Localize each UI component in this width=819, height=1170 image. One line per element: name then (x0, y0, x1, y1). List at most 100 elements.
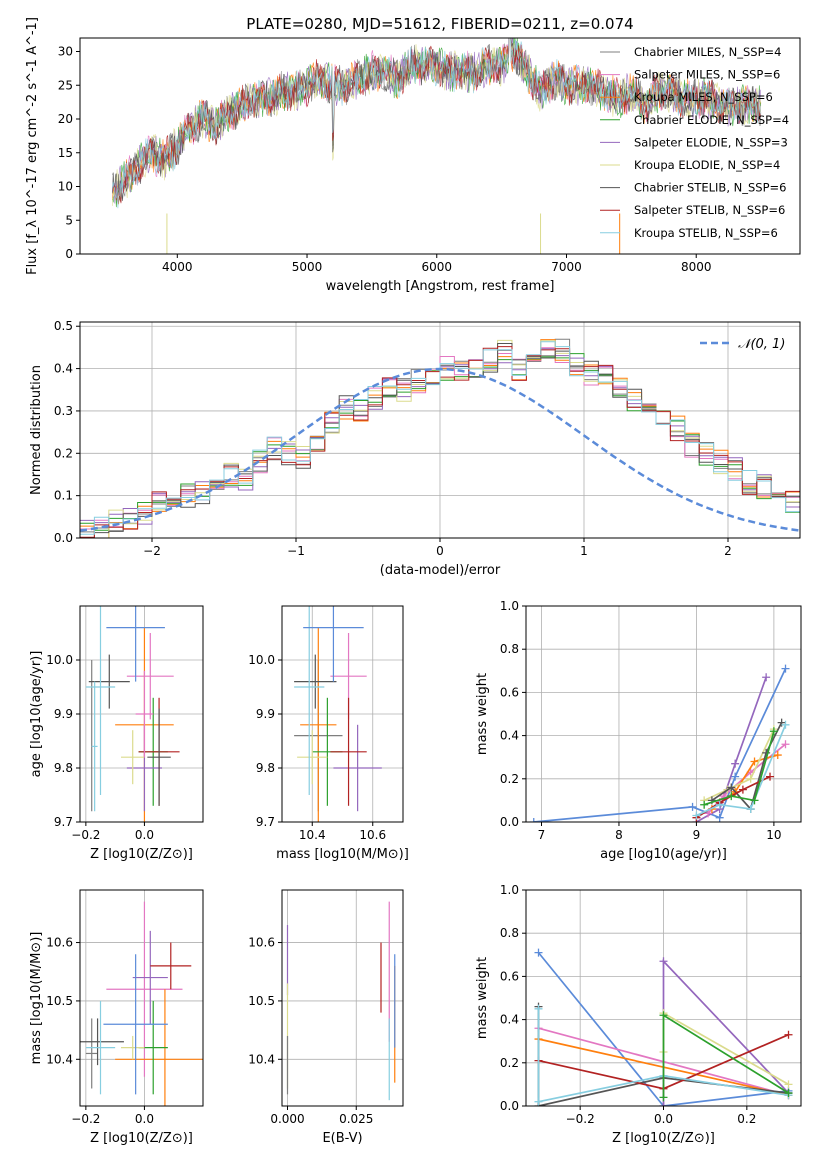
weight-marker (781, 740, 790, 749)
y-tick-label: 0.8 (500, 926, 519, 940)
y-tick-label: 0.6 (500, 969, 519, 983)
x-tick-label: 1 (580, 544, 588, 558)
x-tick-label: −0.2 (71, 828, 100, 842)
weight-marker (715, 813, 724, 822)
weight-marker (781, 720, 790, 729)
weight-marker (534, 1004, 543, 1013)
y-tick-label: 0.4 (54, 362, 73, 376)
axes-frame (79, 37, 801, 255)
spectrum-line (112, 38, 762, 208)
y-tick-label: 0.2 (54, 446, 73, 460)
y-tick-label: 9.9 (54, 707, 73, 721)
plot-area-z-mass (80, 901, 203, 1106)
weight-marker (746, 805, 755, 814)
legend-label: Chabrier MILES, N_SSP=4 (634, 45, 781, 59)
legend-label: Kroupa MILES, N_SSP=6 (634, 90, 773, 104)
legend-label: Salpeter STELIB, N_SSP=6 (634, 203, 785, 217)
x-tick-label: 8000 (681, 260, 712, 274)
weight-marker (688, 802, 697, 811)
x-tick-label: 0.2 (737, 1112, 756, 1126)
y-tick-label: 0.3 (54, 404, 73, 418)
x-tick-label: 9 (693, 828, 701, 842)
weight-line (537, 952, 789, 1106)
weight-marker (731, 772, 740, 781)
weight-marker (715, 800, 724, 809)
axes-frame (281, 605, 404, 823)
weight-marker (727, 792, 736, 801)
weight-line (696, 724, 787, 817)
plot-area-residuals (80, 338, 800, 538)
plot-area-mass-age (294, 606, 382, 822)
x-axis-label: wavelength [Angstrom, rest frame] (326, 279, 555, 294)
x-tick-label: 8 (615, 828, 623, 842)
axes-frame (79, 889, 204, 1107)
weight-marker (773, 751, 782, 760)
plot-area-spectrum (112, 38, 762, 254)
y-tick-label: 0.0 (500, 1099, 519, 1113)
weight-marker (750, 796, 759, 805)
weight-line (537, 1008, 789, 1103)
plot-area-z-age (85, 606, 180, 822)
x-tick-label: 7000 (551, 260, 582, 274)
x-tick-label: 0.0 (135, 1112, 154, 1126)
weight-marker (746, 774, 755, 783)
y-tick-label: 9.8 (54, 761, 73, 775)
axes-frame (525, 605, 802, 823)
weight-line (662, 959, 790, 1106)
y-tick-label: 1.0 (500, 883, 519, 897)
spectrum-line (112, 38, 762, 205)
x-tick-label: 0.000 (270, 1112, 304, 1126)
y-tick-label: 9.7 (54, 815, 73, 829)
weight-marker (762, 748, 771, 757)
legend-label: Kroupa ELODIE, N_SSP=4 (634, 158, 780, 172)
y-tick-label: 0.6 (500, 685, 519, 699)
weight-marker (529, 818, 538, 822)
weight-marker (659, 1102, 668, 1106)
x-tick-label: 5000 (292, 260, 323, 274)
spectrum-line (112, 38, 762, 206)
y-axis-label: Flux [f_λ 10^-17 erg cm^-2 s^-1 A^-1] (25, 17, 40, 275)
y-tick-label: 25 (58, 78, 73, 92)
panel-z-weight: −0.2 0.0 0.2 0.0 0.2 0.4 0.6 0.8 1.0 Z [log10(Z/Z… (475, 883, 802, 1146)
x-tick-label: 0 (436, 544, 444, 558)
weight-marker (769, 727, 778, 736)
legend-label: Chabrier STELIB, N_SSP=6 (634, 181, 786, 195)
weight-marker (731, 759, 740, 768)
x-tick-label: 10.6 (359, 828, 386, 842)
legend-label: Salpeter ELODIE, N_SSP=3 (634, 135, 788, 149)
x-axis-label: age [log10(age/yr)] (600, 847, 727, 862)
y-axis-label: Normed distribution (29, 365, 44, 495)
y-tick-label: 9.7 (256, 815, 275, 829)
legend-label: Salpeter MILES, N_SSP=6 (634, 68, 780, 82)
x-tick-label: 0.0 (654, 1112, 673, 1126)
y-tick-label: 30 (58, 45, 73, 59)
x-tick-label: 7 (538, 828, 546, 842)
plot-area-z-weight (534, 948, 793, 1106)
y-tick-label: 0.4 (500, 1013, 519, 1027)
x-axis-label: E(B-V) (322, 1131, 362, 1146)
y-tick-label: 0.0 (500, 815, 519, 829)
weight-marker (534, 1097, 543, 1106)
y-tick-label: 0.2 (500, 772, 519, 786)
plot-area-ebv-mass (286, 901, 396, 1101)
histogram-step (80, 348, 800, 525)
histogram-step (80, 339, 800, 538)
y-tick-label: 10.0 (248, 653, 275, 667)
weight-marker (784, 1080, 793, 1089)
spectrum-line (112, 38, 762, 209)
weight-marker (762, 673, 771, 682)
x-axis-label: mass [log10(M/M⊙)] (276, 847, 409, 862)
x-tick-label: −1 (287, 544, 305, 558)
weight-marker (534, 948, 543, 957)
panel-z-mass: −0.2 0.0 10.4 10.5 10.6 Z [log10(Z/Z⊙)] mass [… (29, 889, 204, 1146)
weight-marker (700, 800, 709, 809)
panel-spectrum: 4000 5000 6000 7000 8000 0 5 10 15 20 25 30 waveleng… (25, 17, 801, 294)
y-tick-label: 10.0 (46, 653, 73, 667)
weight-marker (659, 957, 668, 966)
y-tick-label: 1.0 (500, 599, 519, 613)
weight-marker (784, 1089, 793, 1098)
x-axis-label: Z [log10(Z/Z⊙)] (90, 847, 193, 862)
weight-marker (766, 772, 775, 781)
y-tick-label: 10.4 (46, 1052, 73, 1066)
